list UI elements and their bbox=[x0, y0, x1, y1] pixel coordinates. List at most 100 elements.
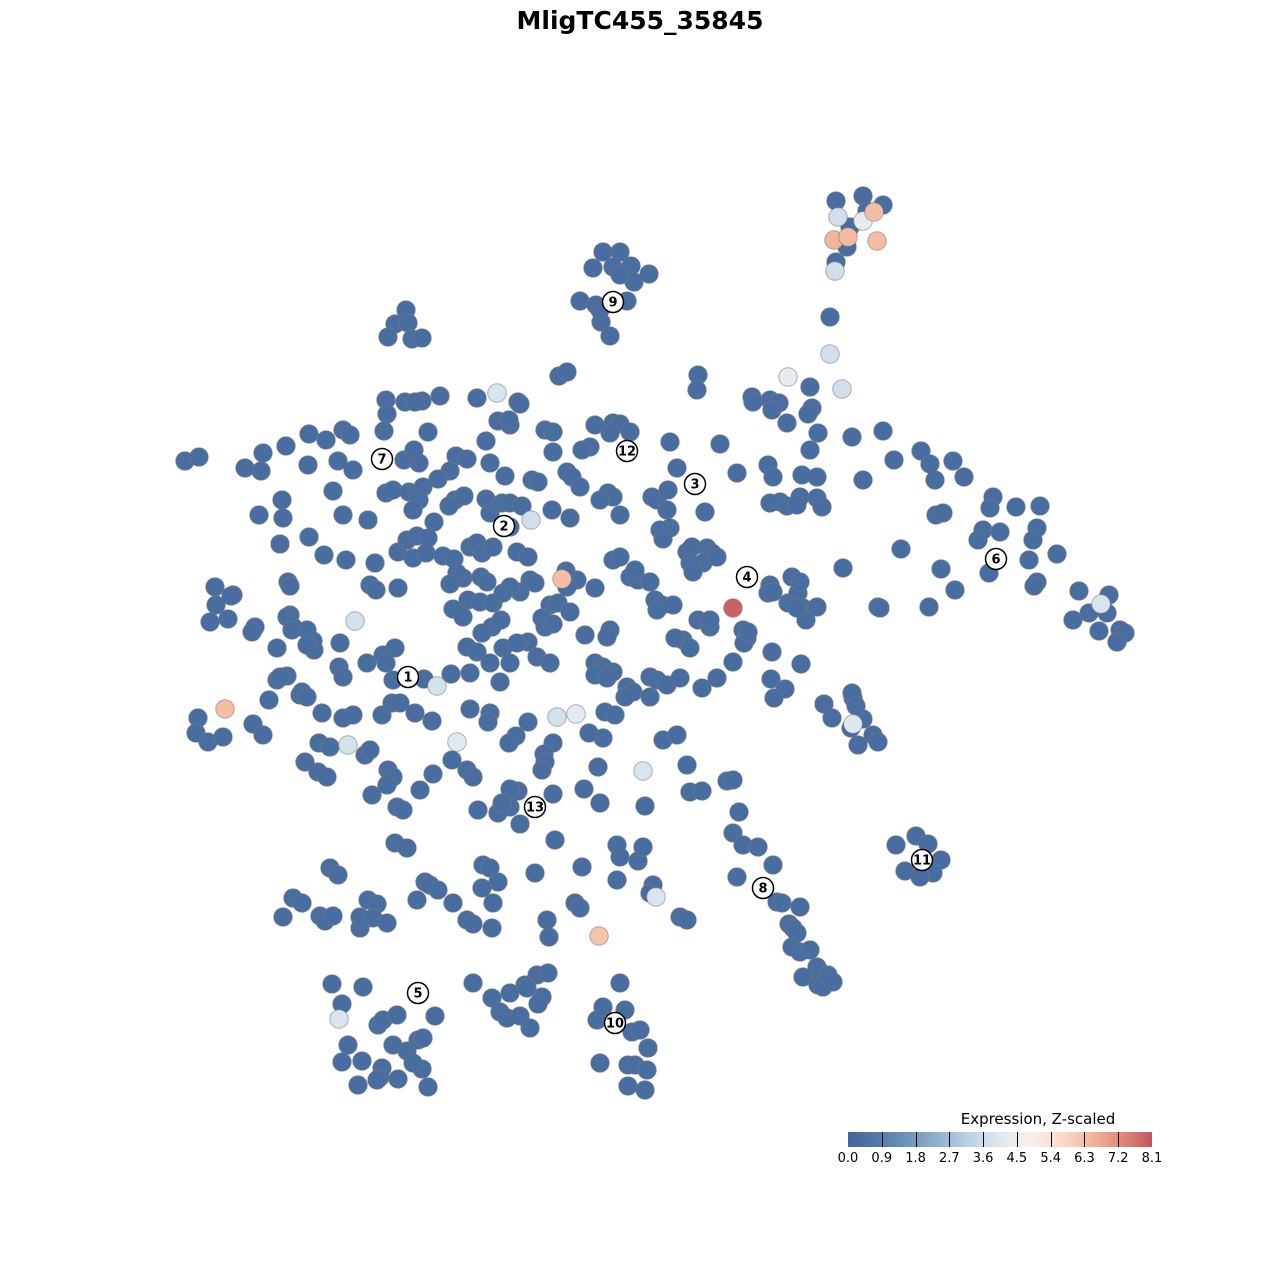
data-point bbox=[637, 1060, 657, 1080]
data-point bbox=[590, 490, 610, 510]
data-point bbox=[343, 705, 363, 725]
data-point bbox=[405, 392, 425, 412]
data-point bbox=[267, 638, 287, 658]
data-point bbox=[825, 261, 845, 281]
data-point bbox=[312, 703, 332, 723]
colorbar-tick-label: 7.2 bbox=[1107, 1151, 1129, 1166]
data-point bbox=[467, 388, 487, 408]
data-point bbox=[280, 576, 300, 596]
data-point bbox=[625, 560, 645, 580]
data-point bbox=[980, 498, 1000, 518]
data-point bbox=[640, 687, 660, 707]
data-point bbox=[442, 750, 462, 770]
data-point bbox=[873, 421, 893, 441]
cluster-label-5: 5 bbox=[406, 981, 430, 1005]
data-point bbox=[314, 545, 334, 565]
data-point bbox=[570, 898, 590, 918]
data-point bbox=[762, 400, 782, 420]
data-point bbox=[358, 510, 378, 530]
data-point bbox=[931, 559, 951, 579]
data-point bbox=[870, 598, 890, 618]
data-point bbox=[566, 704, 586, 724]
data-point bbox=[376, 653, 396, 673]
data-point bbox=[807, 467, 827, 487]
data-point bbox=[221, 586, 241, 606]
colorbar-tick-label: 5.4 bbox=[1040, 1151, 1061, 1166]
data-point bbox=[800, 377, 820, 397]
data-point bbox=[933, 503, 953, 523]
data-point bbox=[460, 699, 480, 719]
colorbar-tick bbox=[983, 1132, 985, 1147]
data-point bbox=[468, 800, 488, 820]
data-point bbox=[590, 793, 610, 813]
data-point bbox=[492, 793, 512, 813]
cluster-label-text: 13 bbox=[526, 801, 544, 816]
data-point bbox=[457, 449, 477, 469]
colorbar-title: Expression, Z-scaled bbox=[960, 1110, 1116, 1128]
data-point bbox=[242, 622, 262, 642]
data-point bbox=[520, 1018, 540, 1038]
data-point bbox=[848, 735, 868, 755]
data-point bbox=[493, 583, 513, 603]
data-point bbox=[657, 500, 677, 520]
cluster-label-text: 7 bbox=[377, 453, 386, 468]
data-point bbox=[397, 838, 417, 858]
cluster-label-text: 3 bbox=[690, 478, 699, 493]
data-point bbox=[443, 893, 463, 913]
data-point bbox=[630, 1020, 650, 1040]
data-point bbox=[772, 893, 792, 913]
cluster-label-6: 6 bbox=[984, 547, 1008, 571]
data-point bbox=[249, 505, 269, 525]
data-point bbox=[410, 780, 430, 800]
cluster-label-11: 11 bbox=[910, 848, 934, 872]
data-point bbox=[366, 580, 386, 600]
data-point bbox=[607, 870, 627, 890]
data-point bbox=[495, 466, 515, 486]
data-point bbox=[253, 443, 273, 463]
data-point bbox=[483, 893, 503, 913]
data-point bbox=[521, 510, 541, 530]
data-point bbox=[842, 427, 862, 447]
cluster-label-10: 10 bbox=[603, 1011, 627, 1035]
colorbar-tick-label: 2.7 bbox=[938, 1151, 960, 1166]
data-point bbox=[583, 258, 603, 278]
data-point bbox=[418, 422, 438, 442]
colorbar-tick-label: 0.9 bbox=[871, 1151, 893, 1166]
data-point bbox=[838, 227, 858, 247]
data-point bbox=[820, 344, 840, 364]
colorbar-tick-label: 4.5 bbox=[1006, 1151, 1028, 1166]
data-point bbox=[350, 918, 370, 938]
data-point bbox=[510, 394, 530, 414]
data-point bbox=[388, 1069, 408, 1089]
colorbar-tick-labels: 0.0 0.9 1.8 2.7 3.6 4.5 5.4 6.3 7.2 8.1 bbox=[838, 1151, 1163, 1167]
data-point bbox=[743, 392, 763, 412]
data-point bbox=[761, 669, 781, 689]
data-point bbox=[352, 1051, 372, 1071]
data-point bbox=[418, 1077, 438, 1097]
data-point bbox=[763, 467, 783, 487]
data-point bbox=[864, 202, 884, 222]
data-point bbox=[700, 610, 720, 630]
data-point bbox=[393, 800, 413, 820]
data-point bbox=[572, 857, 592, 877]
cluster-label-text: 10 bbox=[606, 1017, 624, 1032]
data-point bbox=[620, 422, 640, 442]
data-point bbox=[518, 712, 538, 732]
data-point bbox=[251, 461, 271, 481]
data-point bbox=[600, 326, 620, 346]
data-point bbox=[416, 543, 436, 563]
data-point bbox=[333, 505, 353, 525]
data-point bbox=[472, 878, 492, 898]
cluster-label-text: 4 bbox=[742, 571, 751, 586]
data-point bbox=[425, 1006, 445, 1026]
data-point bbox=[340, 425, 360, 445]
cluster-label-4: 4 bbox=[735, 565, 759, 589]
data-point bbox=[528, 472, 548, 492]
data-point bbox=[476, 431, 496, 451]
data-point bbox=[205, 577, 225, 597]
data-point bbox=[1019, 550, 1039, 570]
data-point bbox=[790, 897, 810, 917]
data-point bbox=[1091, 594, 1111, 614]
